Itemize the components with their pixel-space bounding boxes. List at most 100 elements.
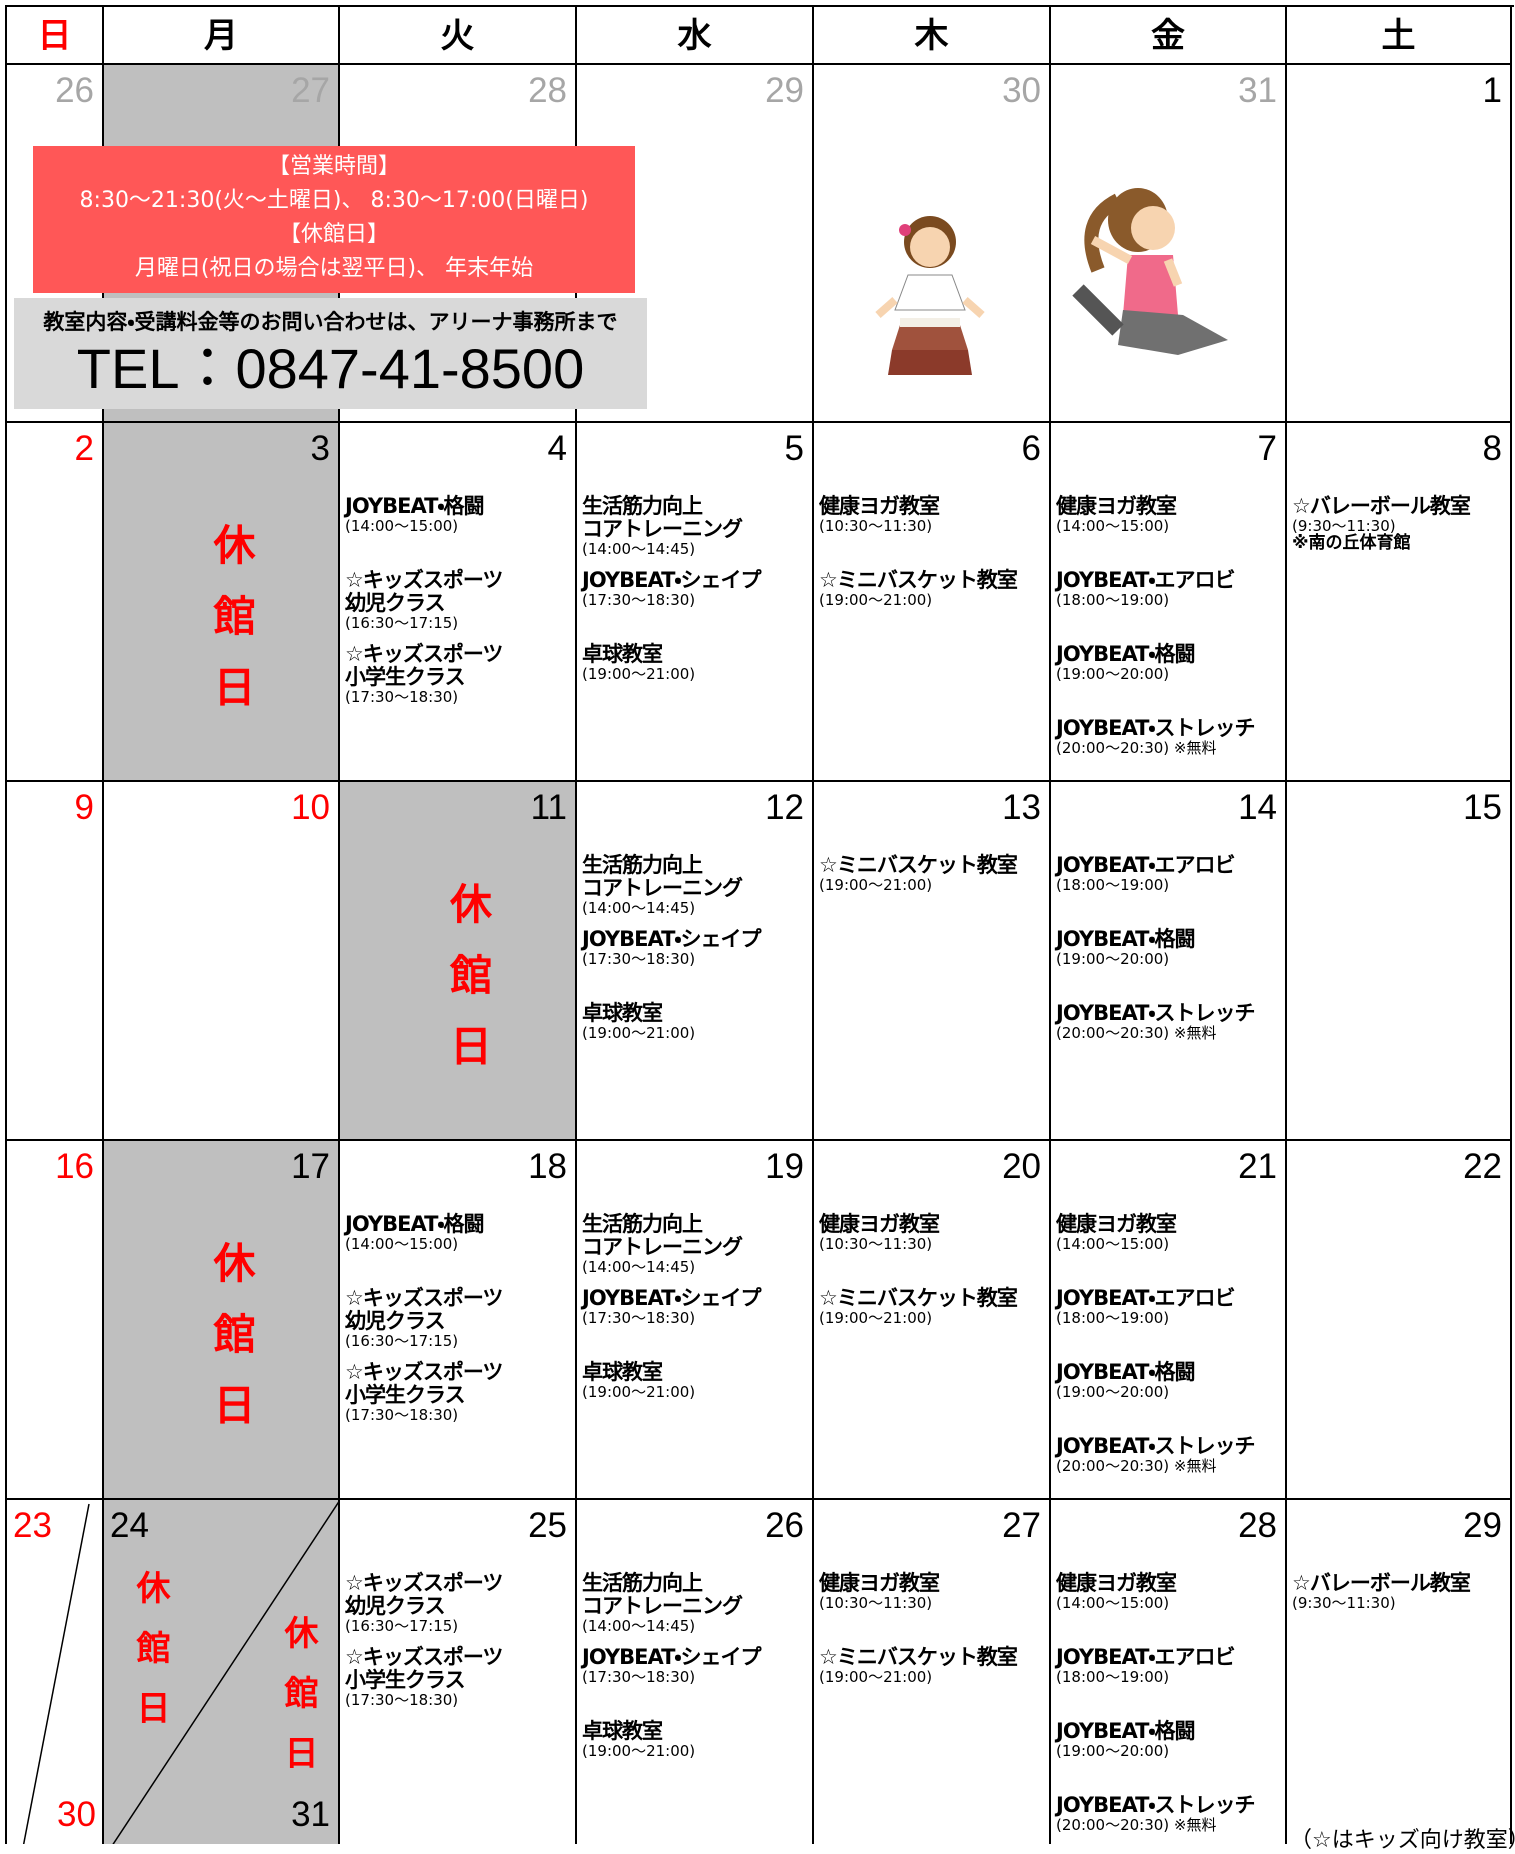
event-time: (14:00～15:00)	[1056, 517, 1170, 535]
day-cell: 1	[1287, 65, 1512, 423]
event-time: (16:30～17:15)	[345, 1617, 459, 1635]
day-number: 2	[74, 429, 94, 468]
event-name: JOYBEAT・格闘	[345, 494, 485, 518]
closed-label: 休館日	[207, 1241, 256, 1454]
event: ☆キッズスポーツ 小学生クラス (17:30～18:30)	[345, 643, 573, 706]
event-time: (17:30～18:30)	[582, 1668, 696, 1686]
event-time: (19:00～20:00)	[1056, 1742, 1170, 1760]
day-number: 31	[291, 1795, 330, 1834]
event-name: 卓球教室	[582, 1001, 663, 1025]
event-time: (10:30～11:30)	[819, 1594, 933, 1612]
day-number: 4	[547, 429, 567, 468]
day-cell: 26 生活筋力向上 コアトレーニング (14:00～14:45) JOYBEAT・シェイ…	[577, 1500, 814, 1844]
event-name: 健康ヨガ教室	[1056, 494, 1177, 518]
event: ☆キッズスポーツ 幼児クラス (16:30～17:15)	[345, 1287, 573, 1350]
split-divider	[22, 1503, 90, 1844]
event: 生活筋力向上 コアトレーニング (14:00～14:45)	[582, 1213, 810, 1276]
footnote: （☆はキッズ向け教室）	[1290, 1828, 1515, 1853]
day-cell: 21 健康ヨガ教室 (14:00～15:00) JOYBEAT・エアロビ (18:00～…	[1051, 1141, 1287, 1500]
day-number: 31	[1238, 71, 1277, 110]
day-number: 22	[1463, 1147, 1502, 1186]
event-time: (19:00～21:00)	[582, 1383, 696, 1401]
event: 健康ヨガ教室 (10:30～11:30)	[819, 495, 1047, 535]
event-name: 健康ヨガ教室	[819, 1571, 940, 1595]
event-time: (19:00～20:00)	[1056, 1383, 1170, 1401]
event: JOYBEAT・格闘 (19:00～20:00)	[1056, 1361, 1284, 1401]
day-number: 9	[74, 788, 94, 827]
day-number: 28	[528, 71, 567, 110]
day-number: 16	[55, 1147, 94, 1186]
event: JOYBEAT・エアロビ (18:00～19:00)	[1056, 1646, 1284, 1686]
day-cell: 11 休館日	[340, 782, 577, 1141]
day-cell: 6 健康ヨガ教室 (10:30～11:30) ☆ミニバスケット教室 (19:00～21:…	[814, 423, 1051, 782]
event: ☆キッズスポーツ 小学生クラス (17:30～18:30)	[345, 1361, 573, 1424]
event: JOYBEAT・ストレッチ (20:00～20:30) ※無料	[1056, 1435, 1284, 1475]
event: JOYBEAT・ストレッチ (20:00～20:30) ※無料	[1056, 717, 1284, 757]
event-name: 健康ヨガ教室	[819, 494, 940, 518]
day-cell: 14 JOYBEAT・エアロビ (18:00～19:00) JOYBEAT・格闘 (19…	[1051, 782, 1287, 1141]
day-number: 20	[1002, 1147, 1041, 1186]
event-time: (17:30～18:30)	[582, 1309, 696, 1327]
day-cell: 5 生活筋力向上 コアトレーニング (14:00～14:45) JOYBEAT・シェイプ…	[577, 423, 814, 782]
event: 健康ヨガ教室 (10:30～11:30)	[819, 1213, 1047, 1253]
event-name: ☆ミニバスケット教室	[819, 568, 1018, 592]
day-cell: 30	[814, 65, 1051, 423]
event-time: (18:00～19:00)	[1056, 1309, 1170, 1327]
event-time: (16:30～17:15)	[345, 1332, 459, 1350]
event: 生活筋力向上 コアトレーニング (14:00～14:45)	[582, 1572, 810, 1635]
day-cell: 3 休館日	[104, 423, 340, 782]
event-name: 小学生クラス	[345, 1668, 466, 1692]
event-name: 幼児クラス	[345, 591, 446, 615]
day-number: 7	[1257, 429, 1277, 468]
event-name: 小学生クラス	[345, 665, 466, 689]
event-time: (19:00～21:00)	[819, 876, 933, 894]
event-name: JOYBEAT・格闘	[1056, 1360, 1196, 1384]
day-cell: 4 JOYBEAT・格闘 (14:00～15:00) ☆キッズスポーツ 幼児クラス (16…	[340, 423, 577, 782]
weekday-header: 火	[340, 7, 577, 65]
event: ☆ミニバスケット教室 (19:00～21:00)	[819, 1287, 1047, 1327]
event-time: (19:00～20:00)	[1056, 665, 1170, 683]
weekday-header: 日	[7, 7, 104, 65]
event: JOYBEAT・格闘 (14:00～15:00)	[345, 1213, 573, 1253]
event-time: (19:00～21:00)	[819, 591, 933, 609]
event-name: JOYBEAT・ストレッチ	[1056, 1793, 1256, 1817]
day-number: 29	[765, 71, 804, 110]
event-name: JOYBEAT・シェイプ	[582, 927, 762, 951]
event-name: JOYBEAT・エアロビ	[1056, 853, 1236, 877]
event: JOYBEAT・エアロビ (18:00～19:00)	[1056, 1287, 1284, 1327]
event: JOYBEAT・ストレッチ (20:00～20:30) ※無料	[1056, 1794, 1284, 1834]
event-time: (17:30～18:30)	[345, 1406, 459, 1424]
closed-heading: 【休館日】	[278, 222, 389, 247]
event: 卓球教室 (19:00～21:00)	[582, 643, 810, 683]
event-name: コアトレーニング	[582, 517, 743, 541]
weekday-header: 木	[814, 7, 1051, 65]
event-name: JOYBEAT・シェイプ	[582, 568, 762, 592]
day-cell: 29 ☆バレーボール教室 (9:30～11:30)	[1287, 1500, 1512, 1844]
day-cell: 29	[577, 65, 814, 423]
event: JOYBEAT・シェイプ (17:30～18:30)	[582, 569, 810, 609]
event-name: JOYBEAT・格闘	[345, 1212, 485, 1236]
divider-line	[22, 1503, 90, 1844]
event-time: (19:00～21:00)	[819, 1309, 933, 1327]
day-number: 11	[530, 788, 567, 827]
event: 健康ヨガ教室 (14:00～15:00)	[1056, 1572, 1284, 1612]
event-name: コアトレーニング	[582, 1235, 743, 1259]
event-name: 健康ヨガ教室	[1056, 1212, 1177, 1236]
event-time: (20:00～20:30) ※無料	[1056, 1457, 1217, 1475]
event-time: (19:00～21:00)	[582, 1742, 696, 1760]
day-number: 27	[1002, 1506, 1041, 1545]
day-number: 5	[784, 429, 804, 468]
day-cell: 12 生活筋力向上 コアトレーニング (14:00～14:45) JOYBEAT・シェイ…	[577, 782, 814, 1141]
event-name: ☆キッズスポーツ	[345, 1286, 503, 1310]
event-name: ☆キッズスポーツ	[345, 1360, 503, 1384]
event: ☆ミニバスケット教室 (19:00～21:00)	[819, 1646, 1047, 1686]
tel-text: TEL：0847-41-8500	[76, 337, 585, 400]
hours-text: 8:30～21:30(火～土曜日)、 8:30～17:00(日曜日)	[79, 188, 589, 213]
day-cell: 10	[104, 782, 340, 1141]
event-name: 幼児クラス	[345, 1309, 446, 1333]
event-time: (14:00～15:00)	[345, 517, 459, 535]
event: ☆キッズスポーツ 幼児クラス (16:30～17:15)	[345, 569, 573, 632]
event-time: (20:00～20:30) ※無料	[1056, 1816, 1217, 1834]
